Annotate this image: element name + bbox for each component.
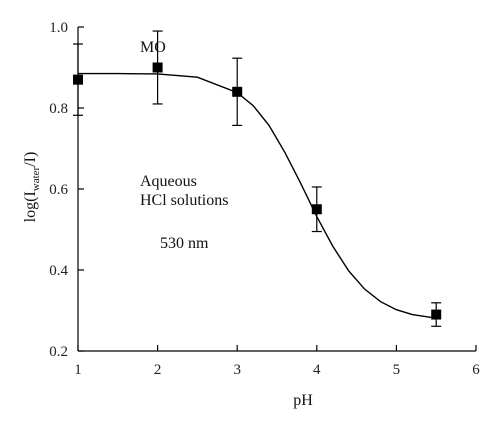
x-axis-tick-label-2: 3 <box>233 362 241 378</box>
y-axis-title-subscript: water <box>30 166 42 191</box>
annotation-wavelength: 530 nm <box>160 235 209 252</box>
annotation-hcl-solutions: HCl solutions <box>140 192 228 209</box>
y-axis-title: log(Iwater/I) <box>22 152 42 223</box>
data-point-4 <box>431 309 442 320</box>
y-axis-tick-label-1: 0.4 <box>49 263 68 279</box>
data-point-1 <box>152 62 163 73</box>
x-axis-tick-label-0: 1 <box>74 362 82 378</box>
x-axis-tick-label-3: 4 <box>313 362 321 378</box>
x-axis-title: pH <box>293 392 313 409</box>
x-axis-tick-label-1: 2 <box>154 362 162 378</box>
data-point-0 <box>73 74 83 85</box>
fit-curve <box>78 72 437 319</box>
y-axis-tick-label-4: 1.0 <box>49 20 68 36</box>
x-axis-tick-label-5: 6 <box>472 362 480 378</box>
y-axis-tick-label-3: 0.8 <box>49 101 68 117</box>
x-axis-tick-label-4: 5 <box>393 362 401 378</box>
y-axis-tick-label-2: 0.6 <box>49 182 68 198</box>
data-point-2 <box>232 86 243 97</box>
annotation-mo: MO <box>140 39 166 56</box>
y-axis-title-denominator: /I) <box>22 152 39 167</box>
data-point-3 <box>311 204 322 215</box>
annotation-aqueous: Aqueous <box>140 173 197 190</box>
plot-area: 1 2 3 4 5 6 0.2 0.4 0.6 0.8 1.0 <box>49 20 480 378</box>
y-axis-title-main: log(I <box>22 191 39 222</box>
y-axis-tick-label-0: 0.2 <box>49 344 68 360</box>
